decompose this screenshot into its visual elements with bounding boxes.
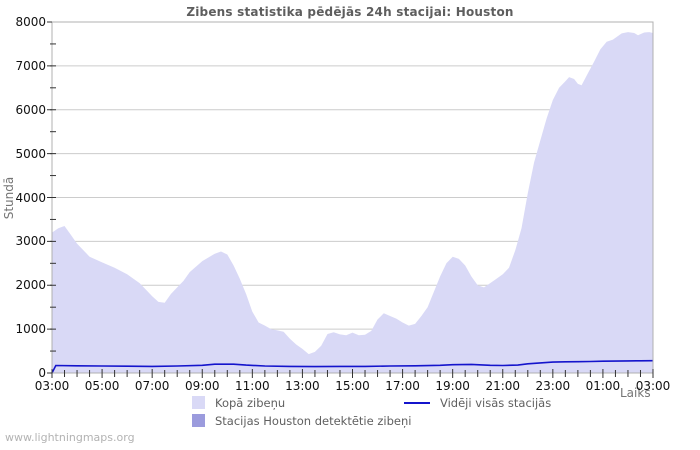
- x-tick-label: 07:00: [134, 379, 170, 393]
- y-tick-label: 0: [38, 366, 46, 380]
- x-tick-label: 03:00: [34, 379, 70, 393]
- y-tick-label: 4000: [15, 190, 46, 205]
- x-tick-label: 23:00: [535, 379, 571, 393]
- y-tick-label: 8000: [15, 15, 46, 29]
- legend-label-station: Stacijas Houston detektētie zibeņi: [215, 414, 412, 428]
- y-tick-label: 3000: [15, 234, 46, 249]
- legend-swatch-total: [192, 396, 205, 409]
- y-tick-label: 6000: [15, 102, 46, 117]
- x-tick-label: 01:00: [585, 379, 621, 393]
- y-tick-label: 5000: [15, 146, 46, 161]
- x-tick-label: 13:00: [285, 379, 320, 393]
- legend-swatch-station: [192, 414, 205, 427]
- chart-title: Zibens statistika pēdējās 24h stacijai: …: [186, 5, 514, 19]
- y-tick-label: 1000: [15, 322, 46, 337]
- legend-label-total: Kopā zibeņu: [215, 396, 286, 410]
- watermark-link[interactable]: www.lightningmaps.org: [5, 431, 135, 444]
- x-tick-label: 21:00: [485, 379, 521, 393]
- x-tick-label: 15:00: [335, 379, 370, 393]
- x-tick-label: 17:00: [385, 379, 420, 393]
- legend-label-average: Vidēji visās stacijās: [440, 396, 552, 410]
- legend-swatch-average-line: [404, 402, 430, 404]
- x-axis-label: Laiks: [620, 386, 651, 400]
- y-tick-label: 2000: [15, 278, 46, 293]
- x-tick-label: 09:00: [184, 379, 220, 393]
- x-tick-label: 03:00: [635, 379, 671, 393]
- x-tick-label: 11:00: [235, 379, 270, 393]
- x-tick-label: 19:00: [435, 379, 470, 393]
- x-tick-label: 05:00: [84, 379, 120, 393]
- y-tick-label: 7000: [15, 58, 46, 73]
